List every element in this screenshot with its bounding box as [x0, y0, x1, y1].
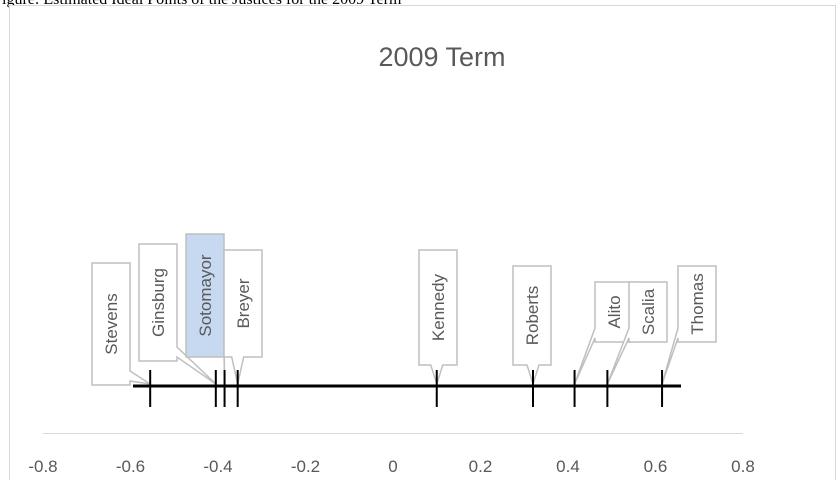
x-tick-labels: -0.8 -0.6 -0.4 -0.2 0 0.2 0.4 0.6 0.8	[28, 457, 754, 476]
justice-label: Kennedy	[429, 273, 448, 341]
justice-label: Thomas	[688, 273, 707, 334]
justice-point-kennedy: Kennedy	[418, 249, 458, 407]
label-callout	[223, 249, 263, 385]
justice-point-roberts: Roberts	[512, 265, 552, 407]
x-tick-label: -0.4	[203, 457, 232, 476]
x-tick-label: -0.6	[116, 457, 145, 476]
label-callout	[512, 265, 552, 387]
justice-label: Breyer	[234, 278, 253, 328]
justice-point-sotomayor: Sotomayor	[185, 233, 226, 407]
label-callout	[138, 243, 217, 385]
label-callout	[91, 262, 151, 386]
justice-point-breyer: Breyer	[223, 249, 263, 407]
justice-point-thomas: Thomas	[661, 265, 717, 407]
justice-label: Alito	[605, 295, 624, 328]
justice-label: Sotomayor	[196, 254, 215, 337]
figure-caption: igure: Estimated Ideal Points of the Jus…	[2, 0, 401, 9]
x-tick-label: 0.6	[644, 457, 668, 476]
justice-point-scalia: Scalia	[606, 281, 668, 407]
x-tick-label: 0.2	[469, 457, 493, 476]
chart-border	[9, 5, 836, 480]
justice-label: Roberts	[523, 286, 542, 346]
x-tick-label: 0.8	[731, 457, 755, 476]
chart-title: 2009 Term	[378, 42, 505, 72]
justice-label: Stevens	[102, 293, 121, 354]
label-callout	[418, 249, 458, 387]
label-callout	[661, 265, 717, 385]
justice-label: Ginsburg	[149, 268, 168, 337]
justice-label: Scalia	[639, 288, 658, 335]
label-callout	[606, 281, 668, 385]
x-tick-label: -0.2	[291, 457, 320, 476]
x-tick-label: 0.4	[556, 457, 580, 476]
justice-marks: Stevens Ginsburg Sotomayor Breyer Kennedy Rob…	[91, 233, 717, 407]
x-tick-label: 0	[388, 457, 397, 476]
justice-point-ginsburg: Ginsburg	[138, 243, 217, 407]
justice-point-stevens: Stevens	[91, 262, 152, 407]
x-tick-label: -0.8	[28, 457, 57, 476]
